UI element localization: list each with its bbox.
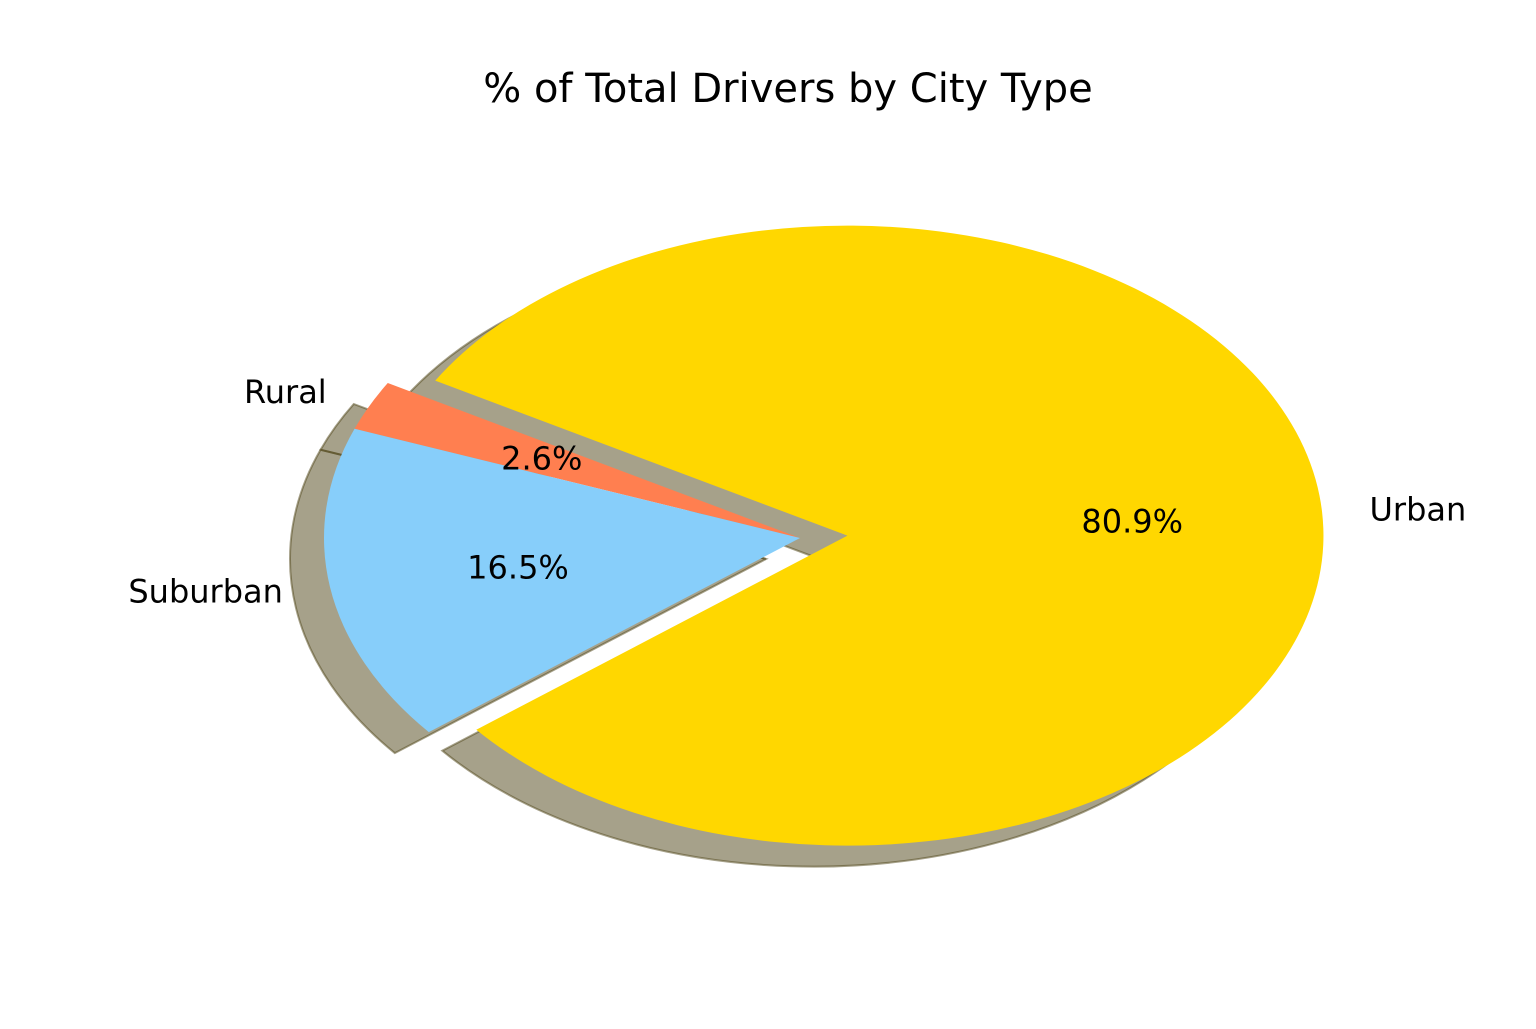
- pie-slice-layer: [323, 225, 1324, 846]
- slice-percent-rural: 2.6%: [501, 440, 582, 478]
- pie-slice-rural: [354, 383, 800, 538]
- slice-percent-urban: 80.9%: [1081, 502, 1183, 540]
- chart-title: % of Total Drivers by City Type: [483, 66, 1093, 112]
- slice-label-urban: Urban: [1370, 491, 1467, 529]
- pie-label-layer: Rural 2.6% Suburban 16.5% Urban 80.9%: [128, 373, 1466, 611]
- slice-label-suburban: Suburban: [128, 573, 283, 611]
- slice-percent-suburban: 16.5%: [467, 548, 569, 586]
- pie-slice-urban: [435, 225, 1324, 846]
- pie-slice-suburban: [323, 428, 800, 733]
- slice-label-rural: Rural: [244, 373, 327, 411]
